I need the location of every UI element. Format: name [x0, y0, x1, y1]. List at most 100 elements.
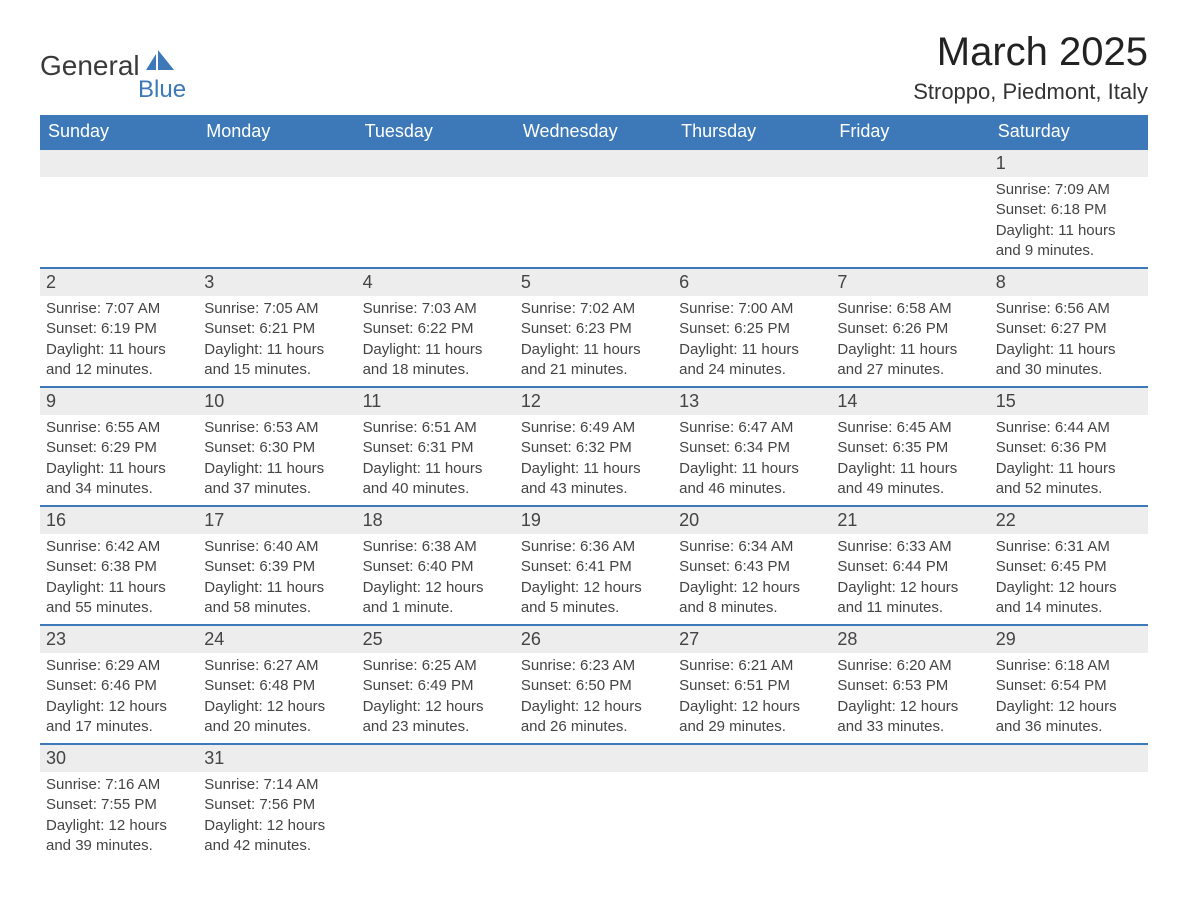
day-detail-cell: Sunrise: 6:36 AMSunset: 6:41 PMDaylight:…: [515, 534, 673, 625]
daylight-text: Daylight: 12 hours and 1 minute.: [363, 578, 509, 619]
day-number-cell: [40, 149, 198, 177]
sunrise-text: Sunrise: 7:05 AM: [204, 299, 350, 319]
day-detail-cell: Sunrise: 6:38 AMSunset: 6:40 PMDaylight:…: [357, 534, 515, 625]
day-number-cell: 12: [515, 387, 673, 415]
weekday-header: Thursday: [673, 115, 831, 149]
day-detail-cell: Sunrise: 6:33 AMSunset: 6:44 PMDaylight:…: [831, 534, 989, 625]
day-detail-cell: [515, 177, 673, 268]
daylight-text: Daylight: 12 hours and 33 minutes.: [837, 697, 983, 738]
sunrise-text: Sunrise: 6:53 AM: [204, 418, 350, 438]
sunset-text: Sunset: 6:26 PM: [837, 319, 983, 339]
day-number-cell: 17: [198, 506, 356, 534]
sunrise-text: Sunrise: 7:03 AM: [363, 299, 509, 319]
daylight-text: Daylight: 12 hours and 11 minutes.: [837, 578, 983, 619]
daylight-text: Daylight: 11 hours and 27 minutes.: [837, 340, 983, 381]
daylight-text: Daylight: 12 hours and 39 minutes.: [46, 816, 192, 857]
day-detail-cell: Sunrise: 7:07 AMSunset: 6:19 PMDaylight:…: [40, 296, 198, 387]
sunrise-text: Sunrise: 6:49 AM: [521, 418, 667, 438]
day-number-cell: [673, 149, 831, 177]
logo-word1: General: [40, 50, 140, 82]
daynum-row: 23242526272829: [40, 625, 1148, 653]
day-detail-cell: Sunrise: 6:29 AMSunset: 6:46 PMDaylight:…: [40, 653, 198, 744]
sunrise-text: Sunrise: 7:02 AM: [521, 299, 667, 319]
day-number-cell: [357, 744, 515, 772]
sunrise-text: Sunrise: 7:09 AM: [996, 180, 1142, 200]
day-number-cell: 19: [515, 506, 673, 534]
month-title: March 2025: [913, 30, 1148, 75]
day-number-cell: 7: [831, 268, 989, 296]
sunset-text: Sunset: 6:32 PM: [521, 438, 667, 458]
daylight-text: Daylight: 12 hours and 42 minutes.: [204, 816, 350, 857]
daynum-row: 9101112131415: [40, 387, 1148, 415]
day-number-cell: [673, 744, 831, 772]
daylight-text: Daylight: 12 hours and 20 minutes.: [204, 697, 350, 738]
daylight-text: Daylight: 12 hours and 17 minutes.: [46, 697, 192, 738]
sunset-text: Sunset: 6:18 PM: [996, 200, 1142, 220]
day-number-cell: 31: [198, 744, 356, 772]
sunset-text: Sunset: 6:38 PM: [46, 557, 192, 577]
detail-row: Sunrise: 6:42 AMSunset: 6:38 PMDaylight:…: [40, 534, 1148, 625]
day-detail-cell: [357, 772, 515, 862]
day-detail-cell: Sunrise: 7:09 AMSunset: 6:18 PMDaylight:…: [990, 177, 1148, 268]
sunrise-text: Sunrise: 6:38 AM: [363, 537, 509, 557]
day-number-cell: [990, 744, 1148, 772]
day-number-cell: 26: [515, 625, 673, 653]
sunrise-text: Sunrise: 6:44 AM: [996, 418, 1142, 438]
sunset-text: Sunset: 6:29 PM: [46, 438, 192, 458]
day-detail-cell: Sunrise: 6:31 AMSunset: 6:45 PMDaylight:…: [990, 534, 1148, 625]
day-number-cell: 18: [357, 506, 515, 534]
day-detail-cell: Sunrise: 6:47 AMSunset: 6:34 PMDaylight:…: [673, 415, 831, 506]
daynum-row: 1: [40, 149, 1148, 177]
day-detail-cell: Sunrise: 6:44 AMSunset: 6:36 PMDaylight:…: [990, 415, 1148, 506]
sunrise-text: Sunrise: 6:47 AM: [679, 418, 825, 438]
detail-row: Sunrise: 6:55 AMSunset: 6:29 PMDaylight:…: [40, 415, 1148, 506]
day-number-cell: 30: [40, 744, 198, 772]
day-number-cell: [831, 744, 989, 772]
sunrise-text: Sunrise: 6:36 AM: [521, 537, 667, 557]
daylight-text: Daylight: 11 hours and 58 minutes.: [204, 578, 350, 619]
day-detail-cell: Sunrise: 6:20 AMSunset: 6:53 PMDaylight:…: [831, 653, 989, 744]
title-block: March 2025 Stroppo, Piedmont, Italy: [913, 30, 1148, 105]
day-number-cell: 27: [673, 625, 831, 653]
detail-row: Sunrise: 7:16 AMSunset: 7:55 PMDaylight:…: [40, 772, 1148, 862]
day-number-cell: [515, 744, 673, 772]
sunset-text: Sunset: 6:48 PM: [204, 676, 350, 696]
sunrise-text: Sunrise: 6:58 AM: [837, 299, 983, 319]
sunrise-text: Sunrise: 6:45 AM: [837, 418, 983, 438]
day-number-cell: 6: [673, 268, 831, 296]
sunrise-text: Sunrise: 6:40 AM: [204, 537, 350, 557]
day-detail-cell: Sunrise: 6:23 AMSunset: 6:50 PMDaylight:…: [515, 653, 673, 744]
daylight-text: Daylight: 11 hours and 30 minutes.: [996, 340, 1142, 381]
sunrise-text: Sunrise: 7:14 AM: [204, 775, 350, 795]
calendar-head: SundayMondayTuesdayWednesdayThursdayFrid…: [40, 115, 1148, 149]
daylight-text: Daylight: 11 hours and 21 minutes.: [521, 340, 667, 381]
daylight-text: Daylight: 12 hours and 23 minutes.: [363, 697, 509, 738]
day-detail-cell: Sunrise: 6:45 AMSunset: 6:35 PMDaylight:…: [831, 415, 989, 506]
sunrise-text: Sunrise: 6:21 AM: [679, 656, 825, 676]
daynum-row: 16171819202122: [40, 506, 1148, 534]
day-number-cell: 10: [198, 387, 356, 415]
daylight-text: Daylight: 11 hours and 9 minutes.: [996, 221, 1142, 262]
day-detail-cell: [515, 772, 673, 862]
sunset-text: Sunset: 6:45 PM: [996, 557, 1142, 577]
day-detail-cell: [357, 177, 515, 268]
daylight-text: Daylight: 11 hours and 55 minutes.: [46, 578, 192, 619]
day-detail-cell: Sunrise: 6:55 AMSunset: 6:29 PMDaylight:…: [40, 415, 198, 506]
day-detail-cell: Sunrise: 6:40 AMSunset: 6:39 PMDaylight:…: [198, 534, 356, 625]
sunset-text: Sunset: 6:22 PM: [363, 319, 509, 339]
detail-row: Sunrise: 7:07 AMSunset: 6:19 PMDaylight:…: [40, 296, 1148, 387]
day-number-cell: [198, 149, 356, 177]
daynum-row: 2345678: [40, 268, 1148, 296]
sunset-text: Sunset: 6:25 PM: [679, 319, 825, 339]
detail-row: Sunrise: 6:29 AMSunset: 6:46 PMDaylight:…: [40, 653, 1148, 744]
day-number-cell: [357, 149, 515, 177]
sunset-text: Sunset: 6:27 PM: [996, 319, 1142, 339]
daylight-text: Daylight: 11 hours and 24 minutes.: [679, 340, 825, 381]
day-number-cell: 25: [357, 625, 515, 653]
day-detail-cell: Sunrise: 6:51 AMSunset: 6:31 PMDaylight:…: [357, 415, 515, 506]
sunset-text: Sunset: 6:46 PM: [46, 676, 192, 696]
sunrise-text: Sunrise: 6:23 AM: [521, 656, 667, 676]
day-number-cell: 3: [198, 268, 356, 296]
sunset-text: Sunset: 6:30 PM: [204, 438, 350, 458]
day-number-cell: 9: [40, 387, 198, 415]
